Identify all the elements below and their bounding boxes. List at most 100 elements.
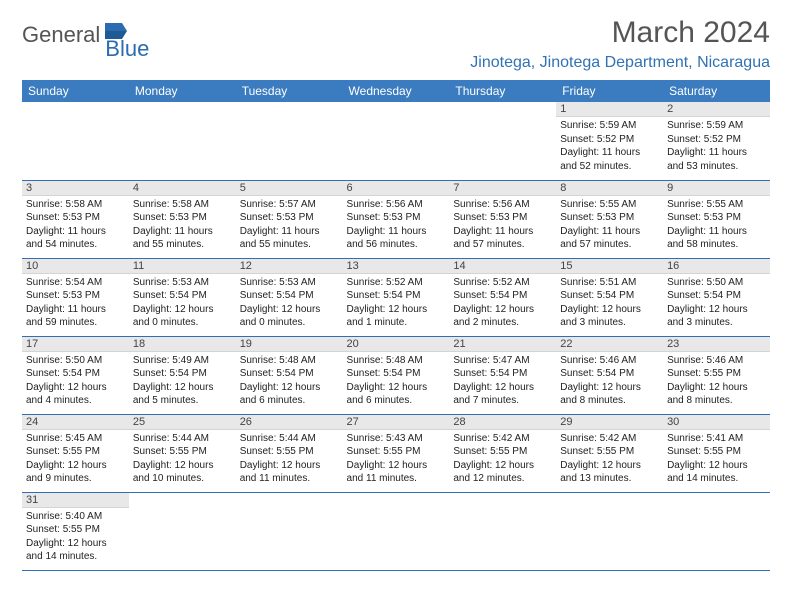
day-details: Sunrise: 5:59 AMSunset: 5:52 PMDaylight:… xyxy=(556,117,663,175)
day-number: 5 xyxy=(236,181,343,196)
calendar-cell: 28Sunrise: 5:42 AMSunset: 5:55 PMDayligh… xyxy=(449,414,556,492)
calendar-cell: 29Sunrise: 5:42 AMSunset: 5:55 PMDayligh… xyxy=(556,414,663,492)
day-details: Sunrise: 5:50 AMSunset: 5:54 PMDaylight:… xyxy=(663,274,770,332)
calendar-cell: 6Sunrise: 5:56 AMSunset: 5:53 PMDaylight… xyxy=(343,180,450,258)
calendar-cell: 23Sunrise: 5:46 AMSunset: 5:55 PMDayligh… xyxy=(663,336,770,414)
day-details: Sunrise: 5:52 AMSunset: 5:54 PMDaylight:… xyxy=(449,274,556,332)
calendar-cell: 4Sunrise: 5:58 AMSunset: 5:53 PMDaylight… xyxy=(129,180,236,258)
calendar-cell xyxy=(343,492,450,570)
header: General Blue March 2024 Jinotega, Jinote… xyxy=(22,16,770,72)
day-number: 13 xyxy=(343,259,450,274)
day-details: Sunrise: 5:41 AMSunset: 5:55 PMDaylight:… xyxy=(663,430,770,488)
calendar-cell xyxy=(236,102,343,180)
day-number: 2 xyxy=(663,102,770,117)
calendar-cell: 10Sunrise: 5:54 AMSunset: 5:53 PMDayligh… xyxy=(22,258,129,336)
calendar-week-row: 1Sunrise: 5:59 AMSunset: 5:52 PMDaylight… xyxy=(22,102,770,180)
weekday-header: Tuesday xyxy=(236,80,343,102)
day-details: Sunrise: 5:50 AMSunset: 5:54 PMDaylight:… xyxy=(22,352,129,410)
calendar-cell: 30Sunrise: 5:41 AMSunset: 5:55 PMDayligh… xyxy=(663,414,770,492)
day-details: Sunrise: 5:53 AMSunset: 5:54 PMDaylight:… xyxy=(236,274,343,332)
day-details: Sunrise: 5:44 AMSunset: 5:55 PMDaylight:… xyxy=(236,430,343,488)
calendar-cell: 14Sunrise: 5:52 AMSunset: 5:54 PMDayligh… xyxy=(449,258,556,336)
day-details: Sunrise: 5:47 AMSunset: 5:54 PMDaylight:… xyxy=(449,352,556,410)
day-details: Sunrise: 5:42 AMSunset: 5:55 PMDaylight:… xyxy=(449,430,556,488)
day-number: 6 xyxy=(343,181,450,196)
month-title: March 2024 xyxy=(470,16,770,50)
calendar-body: 1Sunrise: 5:59 AMSunset: 5:52 PMDaylight… xyxy=(22,102,770,570)
day-number: 28 xyxy=(449,415,556,430)
logo: General Blue xyxy=(22,16,175,48)
calendar-cell: 8Sunrise: 5:55 AMSunset: 5:53 PMDaylight… xyxy=(556,180,663,258)
day-number: 15 xyxy=(556,259,663,274)
day-details: Sunrise: 5:55 AMSunset: 5:53 PMDaylight:… xyxy=(556,196,663,254)
day-details: Sunrise: 5:59 AMSunset: 5:52 PMDaylight:… xyxy=(663,117,770,175)
calendar-cell: 18Sunrise: 5:49 AMSunset: 5:54 PMDayligh… xyxy=(129,336,236,414)
day-number: 12 xyxy=(236,259,343,274)
calendar-cell: 22Sunrise: 5:46 AMSunset: 5:54 PMDayligh… xyxy=(556,336,663,414)
calendar-cell xyxy=(663,492,770,570)
day-number: 3 xyxy=(22,181,129,196)
calendar-cell xyxy=(129,102,236,180)
calendar-week-row: 31Sunrise: 5:40 AMSunset: 5:55 PMDayligh… xyxy=(22,492,770,570)
weekdays-row: Sunday Monday Tuesday Wednesday Thursday… xyxy=(22,80,770,102)
day-details: Sunrise: 5:43 AMSunset: 5:55 PMDaylight:… xyxy=(343,430,450,488)
day-number: 8 xyxy=(556,181,663,196)
calendar-cell: 3Sunrise: 5:58 AMSunset: 5:53 PMDaylight… xyxy=(22,180,129,258)
weekday-header: Thursday xyxy=(449,80,556,102)
day-details: Sunrise: 5:58 AMSunset: 5:53 PMDaylight:… xyxy=(22,196,129,254)
weekday-header: Saturday xyxy=(663,80,770,102)
calendar-cell: 19Sunrise: 5:48 AMSunset: 5:54 PMDayligh… xyxy=(236,336,343,414)
day-number: 25 xyxy=(129,415,236,430)
calendar-cell: 27Sunrise: 5:43 AMSunset: 5:55 PMDayligh… xyxy=(343,414,450,492)
calendar-cell: 31Sunrise: 5:40 AMSunset: 5:55 PMDayligh… xyxy=(22,492,129,570)
day-details: Sunrise: 5:40 AMSunset: 5:55 PMDaylight:… xyxy=(22,508,129,566)
day-details: Sunrise: 5:53 AMSunset: 5:54 PMDaylight:… xyxy=(129,274,236,332)
calendar-cell: 2Sunrise: 5:59 AMSunset: 5:52 PMDaylight… xyxy=(663,102,770,180)
calendar-cell: 20Sunrise: 5:48 AMSunset: 5:54 PMDayligh… xyxy=(343,336,450,414)
day-details: Sunrise: 5:45 AMSunset: 5:55 PMDaylight:… xyxy=(22,430,129,488)
day-details: Sunrise: 5:48 AMSunset: 5:54 PMDaylight:… xyxy=(343,352,450,410)
calendar-cell: 26Sunrise: 5:44 AMSunset: 5:55 PMDayligh… xyxy=(236,414,343,492)
day-number: 16 xyxy=(663,259,770,274)
location-text: Jinotega, Jinotega Department, Nicaragua xyxy=(470,54,770,72)
weekday-header: Friday xyxy=(556,80,663,102)
day-details: Sunrise: 5:57 AMSunset: 5:53 PMDaylight:… xyxy=(236,196,343,254)
day-details: Sunrise: 5:46 AMSunset: 5:54 PMDaylight:… xyxy=(556,352,663,410)
day-number: 11 xyxy=(129,259,236,274)
calendar-cell: 16Sunrise: 5:50 AMSunset: 5:54 PMDayligh… xyxy=(663,258,770,336)
day-details: Sunrise: 5:46 AMSunset: 5:55 PMDaylight:… xyxy=(663,352,770,410)
calendar-cell: 9Sunrise: 5:55 AMSunset: 5:53 PMDaylight… xyxy=(663,180,770,258)
calendar-table: Sunday Monday Tuesday Wednesday Thursday… xyxy=(22,80,770,571)
day-number: 27 xyxy=(343,415,450,430)
calendar-cell: 7Sunrise: 5:56 AMSunset: 5:53 PMDaylight… xyxy=(449,180,556,258)
calendar-cell xyxy=(449,102,556,180)
calendar-cell xyxy=(22,102,129,180)
logo-text-blue: Blue xyxy=(105,36,149,62)
calendar-cell xyxy=(343,102,450,180)
day-number: 19 xyxy=(236,337,343,352)
day-number: 30 xyxy=(663,415,770,430)
calendar-cell xyxy=(236,492,343,570)
weekday-header: Sunday xyxy=(22,80,129,102)
calendar-week-row: 24Sunrise: 5:45 AMSunset: 5:55 PMDayligh… xyxy=(22,414,770,492)
calendar-cell: 25Sunrise: 5:44 AMSunset: 5:55 PMDayligh… xyxy=(129,414,236,492)
day-details: Sunrise: 5:51 AMSunset: 5:54 PMDaylight:… xyxy=(556,274,663,332)
day-details: Sunrise: 5:44 AMSunset: 5:55 PMDaylight:… xyxy=(129,430,236,488)
day-details: Sunrise: 5:52 AMSunset: 5:54 PMDaylight:… xyxy=(343,274,450,332)
day-number: 26 xyxy=(236,415,343,430)
weekday-header: Wednesday xyxy=(343,80,450,102)
calendar-cell: 15Sunrise: 5:51 AMSunset: 5:54 PMDayligh… xyxy=(556,258,663,336)
calendar-cell: 12Sunrise: 5:53 AMSunset: 5:54 PMDayligh… xyxy=(236,258,343,336)
calendar-cell: 13Sunrise: 5:52 AMSunset: 5:54 PMDayligh… xyxy=(343,258,450,336)
day-number: 21 xyxy=(449,337,556,352)
day-details: Sunrise: 5:42 AMSunset: 5:55 PMDaylight:… xyxy=(556,430,663,488)
day-number: 22 xyxy=(556,337,663,352)
day-number: 18 xyxy=(129,337,236,352)
day-number: 20 xyxy=(343,337,450,352)
day-number: 17 xyxy=(22,337,129,352)
calendar-cell: 1Sunrise: 5:59 AMSunset: 5:52 PMDaylight… xyxy=(556,102,663,180)
day-details: Sunrise: 5:54 AMSunset: 5:53 PMDaylight:… xyxy=(22,274,129,332)
day-details: Sunrise: 5:55 AMSunset: 5:53 PMDaylight:… xyxy=(663,196,770,254)
day-number: 4 xyxy=(129,181,236,196)
day-number: 31 xyxy=(22,493,129,508)
